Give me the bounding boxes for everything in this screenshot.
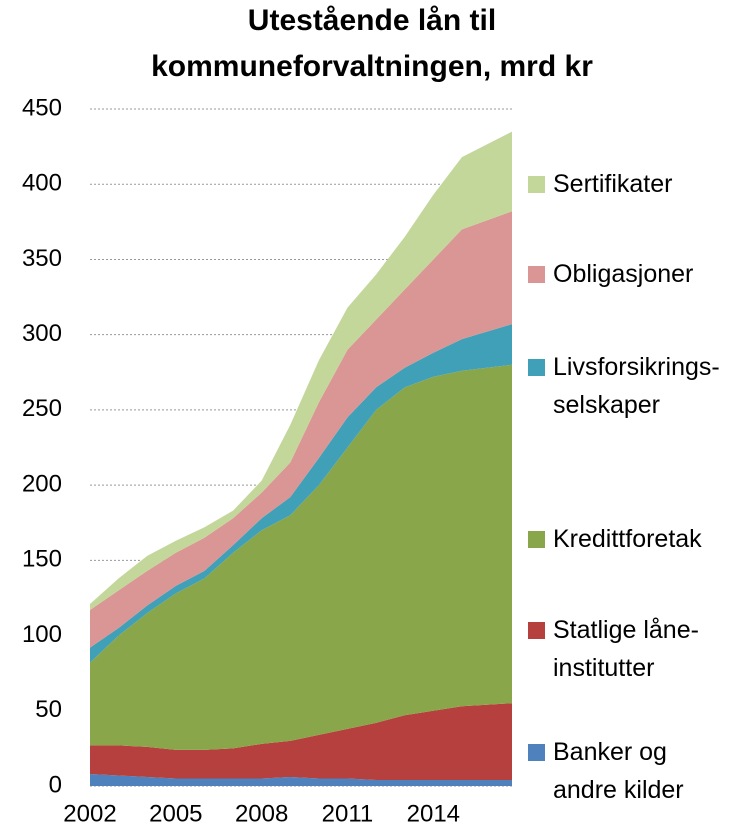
area xyxy=(90,211,512,648)
y-tick-label: 100 xyxy=(22,621,62,648)
x-tick-label: 2008 xyxy=(235,800,288,827)
y-tick-label: 0 xyxy=(49,771,62,798)
area xyxy=(90,324,512,663)
legend-swatch xyxy=(528,531,545,548)
y-tick-label: 450 xyxy=(22,94,62,121)
x-tick-label: 2014 xyxy=(407,800,460,827)
x-tick-label: 2002 xyxy=(63,800,116,827)
legend-swatch xyxy=(528,744,545,761)
legend-label: Sertifikater xyxy=(553,170,672,198)
y-tick-label: 300 xyxy=(22,320,62,347)
legend-label: Obligasjoner xyxy=(553,260,693,288)
y-tick-label: 50 xyxy=(35,696,62,723)
area xyxy=(90,703,512,780)
y-tick-label: 150 xyxy=(22,546,62,573)
legend-swatch xyxy=(528,622,545,639)
y-tick-label: 200 xyxy=(22,470,62,497)
area xyxy=(90,364,512,750)
y-tick-label: 250 xyxy=(22,395,62,422)
area xyxy=(90,773,512,786)
legend-label: Banker og andre kilder xyxy=(553,738,684,804)
y-tick-label: 350 xyxy=(22,245,62,272)
x-tick-label: 2005 xyxy=(149,800,202,827)
legend-swatch xyxy=(528,266,545,283)
chart-title: Utestående lån til kommuneforvaltningen, … xyxy=(151,4,593,83)
legend-swatch xyxy=(528,359,545,376)
area xyxy=(90,131,512,610)
y-tick-label: 400 xyxy=(22,170,62,197)
legend-label: Kredittforetak xyxy=(553,525,702,553)
legend-label: Livsforsikrings-selskaper xyxy=(553,353,720,419)
legend-swatch xyxy=(528,176,545,193)
legend-label: Statlige låne-institutter xyxy=(553,616,699,682)
x-tick-label: 2011 xyxy=(322,800,374,827)
